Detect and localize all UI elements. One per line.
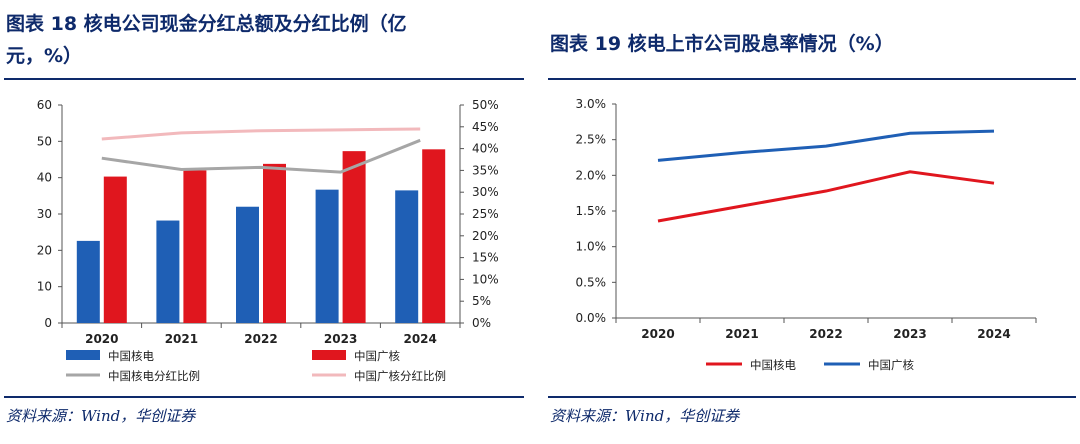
right-y-tick-label: 45% <box>472 120 499 134</box>
right-y-tick-label: 15% <box>472 251 499 265</box>
left-chart-title-line2: 元，%） <box>6 45 83 67</box>
right-y-tick-label: 20% <box>472 229 499 243</box>
right-y-tick-label: 5% <box>472 294 491 308</box>
x-tick-label: 2020 <box>85 332 118 346</box>
left-y-tick-label: 0 <box>44 316 52 330</box>
bar-cgn <box>183 170 207 323</box>
left-chart: 0 10 20 30 40 50 60 0% 5% 10% 15% 20% 25% 30% 35% 40% 45… <box>37 98 499 383</box>
x-tick-label: 2021 <box>725 327 758 341</box>
right-y-tick-label: 30% <box>472 185 499 199</box>
left-y-tick-label: 20 <box>37 243 52 257</box>
left-y-tick-label: 40 <box>37 171 52 185</box>
bar-cgn <box>263 163 286 323</box>
right-chart-title: 图表 19 核电上市公司股息率情况（%） <box>550 33 894 55</box>
legend-swatch <box>66 350 100 360</box>
x-tick-label: 2024 <box>403 332 436 346</box>
left-y-tick-label: 60 <box>37 98 52 112</box>
line-cgn-payout <box>101 127 421 141</box>
left-y-tick-label: 50 <box>37 134 52 148</box>
x-tick-label: 2021 <box>165 332 198 346</box>
left-y-tick-label: 30 <box>37 207 52 221</box>
line-cnnp-payout <box>101 138 421 174</box>
left-title-rule <box>4 78 524 80</box>
line-cnnp <box>657 170 995 223</box>
line-cgn <box>657 129 995 162</box>
y-tick-label: 0.5% <box>576 275 607 289</box>
x-tick-label: 2022 <box>244 332 277 346</box>
legend-label: 中国广核 <box>354 349 400 363</box>
right-source-rule <box>548 396 1076 398</box>
x-tick-label: 2023 <box>324 332 357 346</box>
left-chart-title-line1: 图表 18 核电公司现金分红总额及分红比例（亿 <box>6 13 407 35</box>
left-source: 资料来源：Wind，华创证券 <box>6 407 196 425</box>
bar-cnnp <box>395 190 419 323</box>
x-tick-label: 2024 <box>977 327 1010 341</box>
x-tick-label: 2022 <box>809 327 842 341</box>
bar-cnnp <box>76 240 100 323</box>
legend-swatch <box>312 350 346 360</box>
right-y-tick-label: 35% <box>472 163 499 177</box>
legend-label: 中国广核分红比例 <box>354 369 446 383</box>
right-y-tick-label: 25% <box>472 207 499 221</box>
bar-cgn <box>103 176 127 323</box>
x-tick-label: 2023 <box>893 327 926 341</box>
left-source-rule <box>4 396 524 398</box>
right-chart: 0.0% 0.5% 1.0% 1.5% 2.0% 2.5% 3.0% 2020 2021 2022… <box>576 97 1037 372</box>
y-tick-label: 2.5% <box>576 133 607 147</box>
right-y-tick-label: 40% <box>472 142 499 156</box>
right-y-tick-label: 50% <box>472 98 499 112</box>
bar-cnnp <box>315 189 339 323</box>
right-source: 资料来源：Wind，华创证券 <box>550 407 740 425</box>
right-y-tick-label: 10% <box>472 272 499 286</box>
x-tick-label: 2020 <box>641 327 674 341</box>
bar-cgn <box>342 151 366 323</box>
legend-label: 中国核电分红比例 <box>108 369 200 383</box>
right-title-rule <box>548 78 1076 80</box>
y-tick-label: 0.0% <box>576 311 607 325</box>
legend-label: 中国核电 <box>750 358 796 372</box>
y-tick-label: 1.0% <box>576 240 607 254</box>
y-tick-label: 1.5% <box>576 204 607 218</box>
bar-cnnp <box>156 220 180 323</box>
bar-cnnp <box>236 206 259 323</box>
left-y-tick-label: 10 <box>37 280 52 294</box>
right-y-tick-label: 0% <box>472 316 491 330</box>
legend-label: 中国核电 <box>108 349 154 363</box>
legend-label: 中国广核 <box>868 358 914 372</box>
y-tick-label: 2.0% <box>576 168 607 182</box>
bar-cgn <box>422 149 446 323</box>
y-tick-label: 3.0% <box>576 97 607 111</box>
